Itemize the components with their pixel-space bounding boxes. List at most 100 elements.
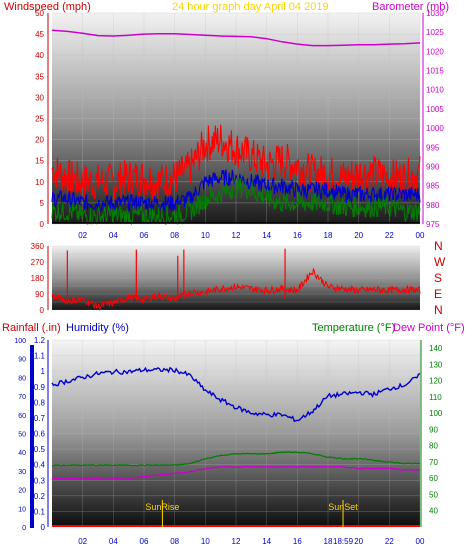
wind-x-tick-label: 16 [293, 231, 302, 240]
wind-y-tick-label: 0 [40, 220, 45, 229]
humidity-x-tick-label: 08 [170, 537, 179, 546]
wind-x-tick-label: 06 [140, 231, 149, 240]
humidity-x-tick-label: 20 [354, 537, 363, 546]
temperature-y-tick-label: 110 [429, 393, 442, 402]
barometer-y-tick-label: 985 [426, 182, 440, 191]
data-layer: SunRise SunSet [51, 29, 421, 527]
wind-x-tick-label: 10 [201, 231, 210, 240]
temperature-y-tick-label: 130 [429, 360, 443, 369]
humidity-x-tick-label: 04 [109, 537, 118, 546]
dewpoint-axis-title: Dew Point (°F) [393, 322, 465, 334]
rainfall-y-tick-label: 0.1 [34, 507, 46, 516]
rainfall-y-tick-label: 0.8 [34, 398, 46, 407]
barometer-y-tick-label: 1000 [426, 124, 444, 133]
humidity-x-tick-label: 14 [262, 537, 271, 546]
wind-y-tick-label: 15 [35, 157, 44, 166]
barometer-y-tick-label: 1005 [426, 105, 444, 114]
direction-compass-labels: N W S E N [434, 239, 446, 317]
wind-y-tick-label: 30 [35, 93, 44, 102]
rainfall-y-tick-label: 0.5 [34, 445, 46, 454]
temperature-y-tick-label: 90 [429, 425, 438, 434]
humidity-y-tick-label: 10 [18, 506, 26, 513]
rainfall-y-tick-label: 0 [41, 523, 46, 532]
barometer-y-tick-label: 980 [426, 201, 440, 210]
tick-label-layer: 0510152025303540455097598098599099510001… [14, 9, 444, 546]
direction-label-w: W [434, 255, 446, 269]
wind-x-tick-label: 12 [232, 231, 241, 240]
humidity-x-tick-label: 10 [201, 537, 210, 546]
average-wind-line [51, 169, 421, 212]
graph-title: 24 hour graph day April 04 2019 [172, 1, 329, 13]
barometer-y-tick-label: 1015 [426, 67, 444, 76]
wind-x-tick-label: 20 [354, 231, 363, 240]
barometer-y-tick-label: 990 [426, 162, 440, 171]
rainfall-y-tick-label: 0.3 [34, 476, 46, 485]
humidity-x-tick-label: 12 [232, 537, 241, 546]
rainfall-axis-title: Rainfall (.in) [2, 322, 61, 334]
dewpoint-line [51, 465, 421, 480]
barometer-y-tick-label: 1010 [426, 86, 444, 95]
wind-y-tick-label: 45 [35, 30, 44, 39]
temperature-line [52, 450, 421, 467]
humidity-y-tick-label: 50 [18, 432, 26, 439]
wind-y-tick-label: 35 [35, 72, 44, 81]
rainfall-scale-bar [30, 345, 34, 528]
wind-x-tick-label: 22 [385, 231, 394, 240]
direction-y-tick-label: 270 [31, 258, 45, 267]
humidity-axis-title: Humidity (%) [66, 322, 129, 334]
wind-x-tick-label: 00 [416, 231, 425, 240]
direction-line [51, 267, 421, 312]
temperature-y-tick-label: 120 [429, 377, 443, 386]
humidity-y-tick-label: 30 [18, 469, 26, 476]
sunset-label: SunSet [328, 502, 358, 512]
temperature-y-tick-label: 80 [429, 442, 438, 451]
humidity-x-tick-label: 02 [78, 537, 87, 546]
temperature-y-tick-label: 100 [429, 409, 443, 418]
wind-x-tick-label: 08 [170, 231, 179, 240]
humidity-y-tick-label: 90 [18, 357, 26, 364]
rainfall-y-tick-label: 0.7 [34, 414, 46, 423]
direction-label-e: E [434, 287, 442, 301]
barometer-y-tick-label: 1025 [426, 28, 444, 37]
humidity-x-tick-label: 06 [140, 537, 149, 546]
humidity-y-tick-label: 40 [18, 450, 26, 457]
sunrise-label: SunRise [145, 502, 179, 512]
direction-label-n-bottom: N [434, 303, 443, 317]
barometer-y-tick-label: 975 [426, 220, 440, 229]
wind-x-tick-label: 14 [262, 231, 271, 240]
temperature-y-tick-label: 60 [429, 474, 438, 483]
barometer-axis-title: Barometer (mb) [372, 1, 449, 13]
rainfall-y-tick-label: 0.9 [34, 383, 46, 392]
direction-y-tick-label: 360 [31, 242, 45, 251]
rainfall-y-tick-label: 0.6 [34, 430, 46, 439]
wind-y-tick-label: 25 [35, 115, 44, 124]
humidity-x-tick-label: 16 [293, 537, 302, 546]
humidity-y-tick-label: 60 [18, 413, 26, 420]
barometer-line [51, 29, 421, 47]
direction-y-tick-label: 180 [31, 274, 45, 283]
humidity-x-tick-label: 22 [385, 537, 394, 546]
wind-x-tick-label: 02 [78, 231, 87, 240]
humidity-y-tick-label: 80 [18, 375, 26, 382]
rainfall-y-tick-label: 1 [41, 367, 46, 376]
humidity-y-tick-label: 0 [22, 525, 26, 532]
barometer-y-tick-label: 1020 [426, 47, 444, 56]
wind-x-tick-label: 04 [109, 231, 118, 240]
direction-y-tick-label: 90 [35, 290, 44, 299]
humidity-x-tick-label: 18 [324, 537, 333, 546]
humidity-y-tick-label: 100 [14, 338, 26, 345]
temperature-y-tick-label: 140 [429, 344, 443, 353]
windspeed-axis-title: Windspeed (mph) [4, 1, 91, 13]
rainfall-y-tick-label: 1.2 [34, 336, 46, 345]
temperature-y-tick-label: 50 [429, 490, 438, 499]
direction-label-s: S [434, 271, 442, 285]
humidity-line [51, 366, 421, 423]
rainfall-y-tick-label: 0.4 [34, 461, 46, 470]
temperature-axis-title: Temperature (°F) [312, 322, 395, 334]
wind-y-tick-label: 20 [35, 136, 44, 145]
wind-x-tick-label: 18 [324, 231, 333, 240]
barometer-y-tick-label: 995 [426, 143, 440, 152]
direction-y-tick-label: 0 [40, 306, 45, 315]
humidity-panel-background [52, 340, 420, 527]
